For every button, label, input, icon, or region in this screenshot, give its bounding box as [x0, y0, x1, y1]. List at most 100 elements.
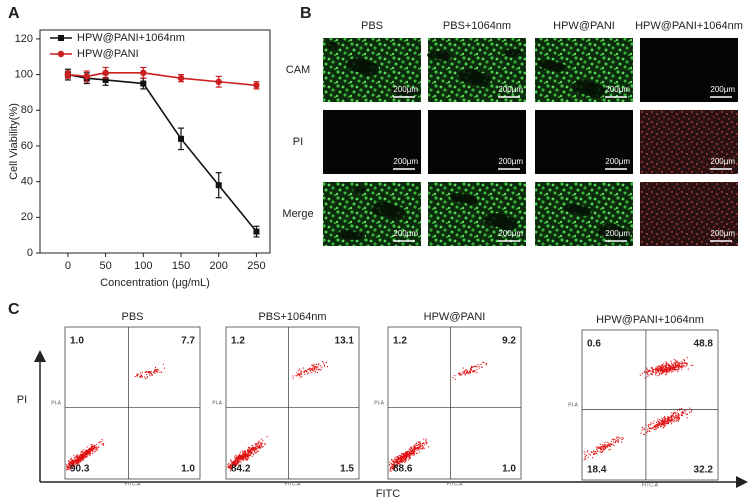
event-dot: [412, 450, 414, 452]
event-dot: [401, 458, 403, 461]
event-dot: [657, 371, 659, 373]
event-dot: [464, 369, 466, 371]
event-dot: [420, 448, 422, 450]
x-axis-label: Concentration (μg/mL): [100, 277, 210, 289]
event-dot: [396, 462, 398, 464]
event-dot: [265, 443, 267, 445]
event-dot: [647, 369, 649, 371]
event-dot: [604, 446, 606, 448]
event-dot: [396, 459, 398, 461]
event-dot: [656, 368, 658, 370]
event-dot: [316, 368, 318, 370]
event-dot: [664, 364, 666, 367]
event-dot: [73, 461, 75, 463]
event-dot: [92, 450, 94, 452]
quadrant-percent: 1.5: [340, 464, 354, 475]
event-dot: [393, 459, 395, 461]
event-dot: [245, 459, 247, 461]
event-dot: [250, 448, 252, 450]
event-dot: [423, 438, 425, 440]
point: [253, 228, 260, 235]
event-dot: [74, 463, 76, 465]
event-dot: [406, 456, 408, 458]
event-dot: [602, 449, 604, 452]
event-dot: [681, 414, 683, 416]
event-dot: [300, 372, 302, 374]
event-dot: [260, 445, 262, 447]
event-dot: [454, 378, 456, 380]
event-dot: [597, 446, 599, 448]
event-dot: [235, 456, 238, 458]
event-dot: [247, 453, 249, 455]
event-dot: [401, 455, 404, 457]
event-dot: [419, 443, 421, 445]
micrograph: [428, 38, 526, 102]
event-dot: [78, 460, 80, 462]
event-dot: [409, 452, 411, 454]
x-axis-label: FITC: [376, 488, 400, 500]
legend-marker: [57, 50, 65, 58]
event-dot: [394, 465, 396, 467]
event-dot: [649, 427, 651, 429]
event-dot: [101, 443, 103, 445]
event-dot: [420, 446, 422, 448]
event-dot: [648, 374, 650, 376]
quadrant-percent: 84.2: [231, 464, 251, 475]
event-dot: [660, 365, 663, 367]
event-dot: [470, 368, 472, 370]
event-dot: [608, 444, 610, 446]
event-dot: [657, 365, 660, 367]
event-dot: [677, 371, 679, 373]
event-dot: [323, 364, 325, 366]
event-dot: [415, 452, 417, 454]
event-dot: [136, 375, 138, 377]
event-dot: [400, 457, 402, 459]
event-dot: [91, 449, 93, 452]
event-dot: [397, 458, 399, 460]
event-dot: [259, 445, 261, 447]
event-dot: [324, 365, 326, 367]
event-dot: [255, 447, 257, 449]
event-dot: [414, 448, 416, 450]
event-dot: [71, 462, 73, 464]
event-dot: [399, 460, 401, 462]
event-dot: [261, 446, 263, 448]
event-dot: [70, 458, 72, 460]
event-dot: [154, 366, 157, 369]
event-dot: [406, 456, 409, 458]
event-dot: [668, 363, 670, 365]
event-dot: [78, 456, 80, 458]
event-dot: [607, 444, 609, 446]
event-dot: [664, 416, 666, 418]
event-dot: [469, 372, 471, 374]
event-dot: [672, 365, 675, 367]
plot-y-label: PI-A: [374, 400, 384, 406]
event-dot: [650, 373, 653, 375]
event-dot: [91, 445, 93, 447]
event-dot: [674, 363, 676, 365]
event-dot: [159, 371, 161, 373]
y-tick-label: 60: [21, 140, 33, 152]
quadrant-percent: 7.7: [181, 336, 195, 347]
event-dot: [670, 421, 672, 423]
event-dot: [78, 458, 81, 460]
event-dot: [233, 459, 235, 461]
event-dot: [660, 367, 662, 369]
event-dot: [416, 442, 418, 444]
event-dot: [155, 370, 157, 372]
plot-title: HPW@PANI+1064nm: [596, 314, 704, 326]
event-dot: [76, 461, 78, 463]
event-dot: [254, 452, 257, 454]
event-dot: [669, 416, 671, 419]
event-dot: [672, 368, 674, 370]
event-dot: [668, 419, 670, 421]
event-dot: [680, 414, 683, 416]
event-dot: [413, 450, 415, 452]
event-dot: [417, 441, 419, 443]
event-dot: [412, 449, 414, 451]
event-dot: [70, 462, 72, 464]
event-dot: [246, 456, 248, 458]
event-dot: [392, 464, 394, 466]
event-dot: [75, 455, 77, 457]
event-dot: [656, 369, 659, 371]
